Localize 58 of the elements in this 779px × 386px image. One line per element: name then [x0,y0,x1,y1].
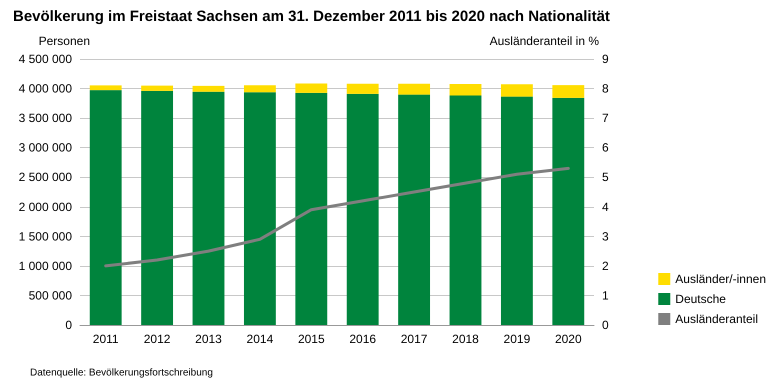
y2-tick-label: 7 [602,111,609,126]
y2-tick-label: 8 [602,82,609,96]
x-tick-label: 2017 [400,332,428,346]
bar [90,90,122,325]
y2-tick-label: 5 [602,170,609,184]
text: Datenquelle: Bevölkerungsfortschreibung [30,368,213,378]
y2-tick-label: 1 [602,288,609,302]
y-tick-label: 4 000 000 [18,82,72,96]
y-tick-label: 1 500 000 [18,229,72,244]
x-tick-label: 2013 [195,332,222,346]
bar [192,86,224,92]
bar [398,94,430,325]
bar [346,84,379,94]
x-tick-label: 2015 [298,332,325,346]
y2-tick-label: 0 [602,318,609,332]
x-tick-label: 2016 [349,332,376,346]
bar [295,92,328,325]
bar [398,84,430,95]
bar [244,92,276,325]
y-tick-label: 3 500 000 [18,111,72,126]
y2-tick-label: 2 [602,258,609,273]
y-tick-label: 4 500 000 [18,52,72,66]
x-tick-label: 2019 [504,332,531,346]
legend-label: Deutsche [675,292,726,306]
bar [295,84,328,93]
bar [552,85,584,98]
bar [552,98,584,325]
bar [244,85,276,92]
y-tick-label: 0 [65,318,72,332]
legend-label: Ausländer/-innen [675,272,766,286]
y2-tick-label: 4 [602,200,609,214]
bar [141,90,174,325]
bar [346,94,379,325]
y-tick-label: 2 500 000 [18,170,72,184]
y2-axis-title: Ausländeranteil in % [490,34,600,48]
bar [450,84,482,96]
legend-label: Ausländeranteil [675,312,758,326]
bar [450,96,482,325]
chart-title: Bevölkerung im Freistaat Sachsen am 31. Dezember 2011 bis 2020 nach Nationalität [13,8,610,25]
x-tick-label: 2011 [92,332,119,346]
x-tick-label: 2014 [246,332,274,346]
bar [90,85,122,90]
y-tick-label: 500 000 [28,288,72,302]
bar [192,92,224,325]
y2-tick-label: 6 [602,140,609,155]
y-tick-label: 1 000 000 [18,258,72,273]
y-tick-label: 3 000 000 [18,140,72,155]
y-tick-label: 2 000 000 [18,200,72,214]
bar [500,84,533,97]
x-tick-label: 2012 [144,332,171,346]
bar [500,96,533,325]
x-tick-label: 2020 [554,332,582,346]
y-axis-title: Personen [38,34,90,48]
line-series [104,166,570,268]
bar [141,86,174,91]
y2-tick-label: 9 [602,52,609,66]
x-tick-label: 2018 [452,332,480,346]
y2-tick-label: 3 [602,229,609,244]
